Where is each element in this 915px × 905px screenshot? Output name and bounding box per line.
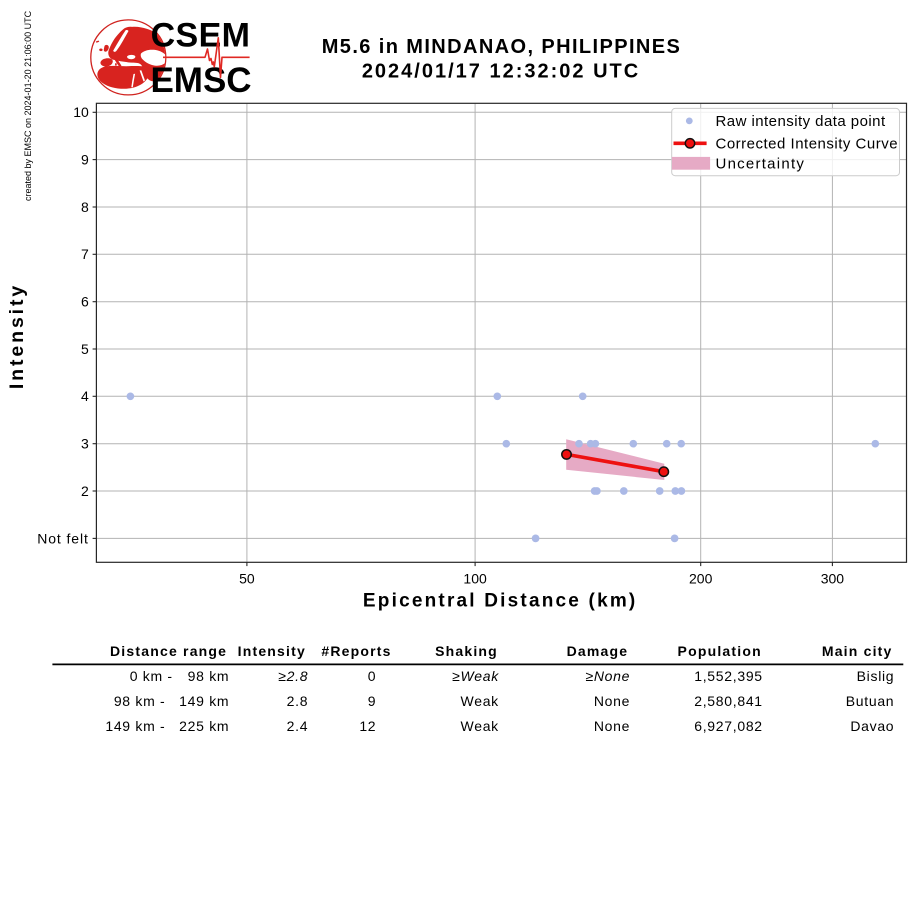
svg-text:Main city: Main city	[822, 643, 893, 659]
svg-text:2.4: 2.4	[287, 718, 309, 734]
svg-text:#Reports: #Reports	[321, 643, 391, 659]
svg-text:Not felt: Not felt	[37, 530, 89, 546]
svg-text:9: 9	[368, 693, 377, 709]
svg-text:Weak: Weak	[461, 693, 500, 709]
svg-text:Population: Population	[678, 643, 762, 659]
svg-text:Corrected Intensity Curve: Corrected Intensity Curve	[716, 136, 899, 153]
svg-text:Uncertainty: Uncertainty	[716, 156, 806, 173]
svg-text:Raw intensity data point: Raw intensity data point	[716, 113, 886, 130]
svg-text:1,552,395: 1,552,395	[694, 668, 763, 684]
svg-text:2.8: 2.8	[287, 693, 309, 709]
svg-text:Distance range: Distance range	[110, 643, 227, 659]
svg-text:9: 9	[81, 152, 89, 168]
svg-text:225 km: 225 km	[179, 718, 229, 734]
svg-text:None: None	[594, 718, 630, 734]
svg-text:Davao: Davao	[850, 718, 894, 734]
svg-text:149 km -: 149 km -	[105, 718, 165, 734]
svg-text:0: 0	[368, 668, 377, 684]
svg-text:created by EMSC on 2024-01-20: created by EMSC on 2024-01-20 21:06:00 U…	[23, 10, 33, 201]
svg-text:2: 2	[81, 483, 89, 499]
svg-text:149 km: 149 km	[179, 693, 229, 709]
svg-text:6: 6	[81, 294, 89, 310]
svg-text:4: 4	[81, 388, 89, 404]
svg-text:Shaking: Shaking	[435, 643, 498, 659]
svg-text:5: 5	[81, 341, 89, 357]
svg-text:2024/01/17 12:32:02 UTC: 2024/01/17 12:32:02 UTC	[362, 61, 640, 83]
svg-text:3: 3	[81, 436, 89, 452]
svg-text:10: 10	[73, 104, 89, 120]
svg-text:7: 7	[81, 246, 89, 262]
svg-text:None: None	[594, 693, 630, 709]
svg-text:Epicentral Distance (km): Epicentral Distance (km)	[363, 591, 638, 612]
svg-text:Bislig: Bislig	[857, 668, 895, 684]
svg-text:M5.6 in MINDANAO, PHILIPPINES: M5.6 in MINDANAO, PHILIPPINES	[322, 36, 682, 58]
svg-text:98 km: 98 km	[188, 668, 230, 684]
svg-text:6,927,082: 6,927,082	[694, 718, 763, 734]
svg-text:≥None: ≥None	[585, 668, 630, 684]
svg-text:50: 50	[239, 570, 255, 586]
svg-text:Intensity: Intensity	[238, 643, 306, 659]
svg-text:100: 100	[463, 570, 487, 586]
svg-text:Intensity: Intensity	[6, 283, 28, 389]
svg-text:CSEM: CSEM	[151, 16, 251, 54]
svg-text:Weak: Weak	[461, 718, 500, 734]
svg-text:Butuan: Butuan	[846, 693, 895, 709]
svg-text:2,580,841: 2,580,841	[694, 693, 763, 709]
svg-text:Damage: Damage	[567, 643, 629, 659]
svg-text:8: 8	[81, 199, 89, 215]
svg-text:≥2.8: ≥2.8	[278, 668, 308, 684]
svg-text:0 km -: 0 km -	[130, 668, 173, 684]
svg-text:≥Weak: ≥Weak	[452, 668, 499, 684]
svg-text:200: 200	[689, 570, 713, 586]
svg-text:EMSC: EMSC	[150, 61, 251, 100]
svg-text:98 km -: 98 km -	[114, 693, 166, 709]
svg-text:12: 12	[359, 718, 376, 734]
svg-text:300: 300	[821, 570, 845, 586]
